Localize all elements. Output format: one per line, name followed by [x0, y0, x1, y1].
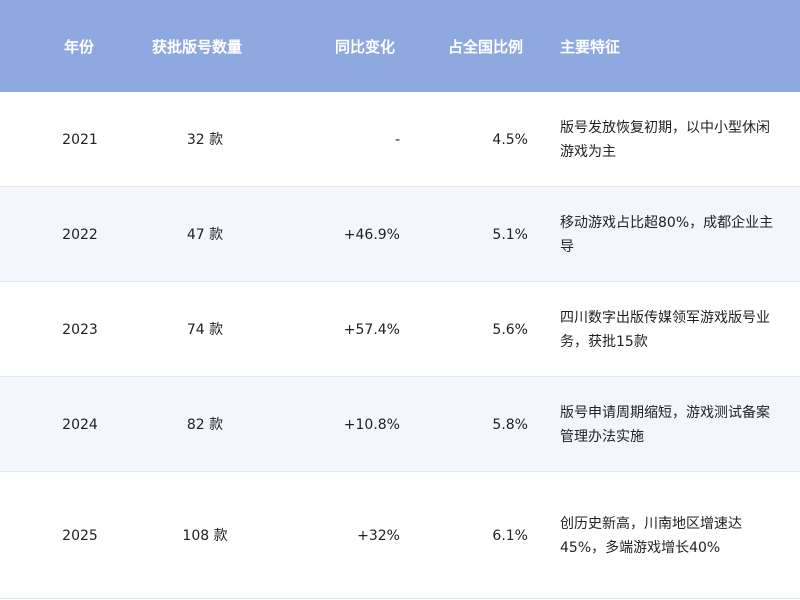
yoy-cell: +10.8%	[343, 416, 400, 433]
table-row: 2021 32 款 - 4.5% 版号发放恢复初期，以中小型休闲游戏为主	[0, 92, 800, 187]
table-row: 2022 47 款 +46.9% 5.1% 移动游戏占比超80%，成都企业主导	[0, 187, 800, 282]
count-cell: 47 款	[186, 226, 224, 243]
header-yoy: 同比变化	[335, 38, 396, 56]
feature-cell: 版号申请周期缩短，游戏测试备案管理办法实施	[560, 404, 770, 445]
count-cell: 108 款	[182, 527, 228, 544]
year-cell: 2021	[62, 131, 98, 148]
feature-cell: 四川数字出版传媒领军游戏版号业务，获批15款	[560, 309, 770, 350]
year-cell: 2024	[62, 416, 98, 433]
yoy-cell: -	[394, 131, 400, 148]
yoy-cell: +46.9%	[343, 226, 400, 243]
share-cell: 6.1%	[492, 527, 528, 544]
table-row: 2024 82 款 +10.8% 5.8% 版号申请周期缩短，游戏测试备案管理办法实施	[0, 377, 800, 472]
header-share: 占全国比例	[448, 38, 524, 56]
header-feature: 主要特征	[560, 38, 621, 56]
header-count: 获批版号数量	[152, 38, 243, 56]
yoy-cell: +57.4%	[343, 321, 400, 338]
feature-cell: 移动游戏占比超80%，成都企业主导	[560, 214, 774, 255]
count-cell: 82 款	[186, 416, 224, 433]
year-cell: 2023	[62, 321, 98, 338]
share-cell: 4.5%	[492, 131, 528, 148]
share-cell: 5.1%	[492, 226, 528, 243]
feature-cell: 创历史新高，川南地区增速达45%，多端游戏增长40%	[560, 515, 742, 556]
share-cell: 5.8%	[492, 416, 528, 433]
share-cell: 5.6%	[492, 321, 528, 338]
yoy-cell: +32%	[357, 527, 400, 544]
table-row: 2025 108 款 +32% 6.1% 创历史新高，川南地区增速达45%，多端游戏增长…	[0, 472, 800, 599]
feature-cell: 版号发放恢复初期，以中小型休闲游戏为主	[560, 119, 770, 160]
count-cell: 74 款	[186, 321, 224, 338]
year-cell: 2025	[62, 527, 98, 544]
year-cell: 2022	[62, 226, 98, 243]
table-row: 2023 74 款 +57.4% 5.6% 四川数字出版传媒领军游戏版号业务，获批15款	[0, 282, 800, 377]
table-header: 年份 获批版号数量 同比变化 占全国比例 主要特征	[0, 0, 800, 92]
count-cell: 32 款	[186, 131, 224, 148]
header-year: 年份	[64, 38, 95, 56]
